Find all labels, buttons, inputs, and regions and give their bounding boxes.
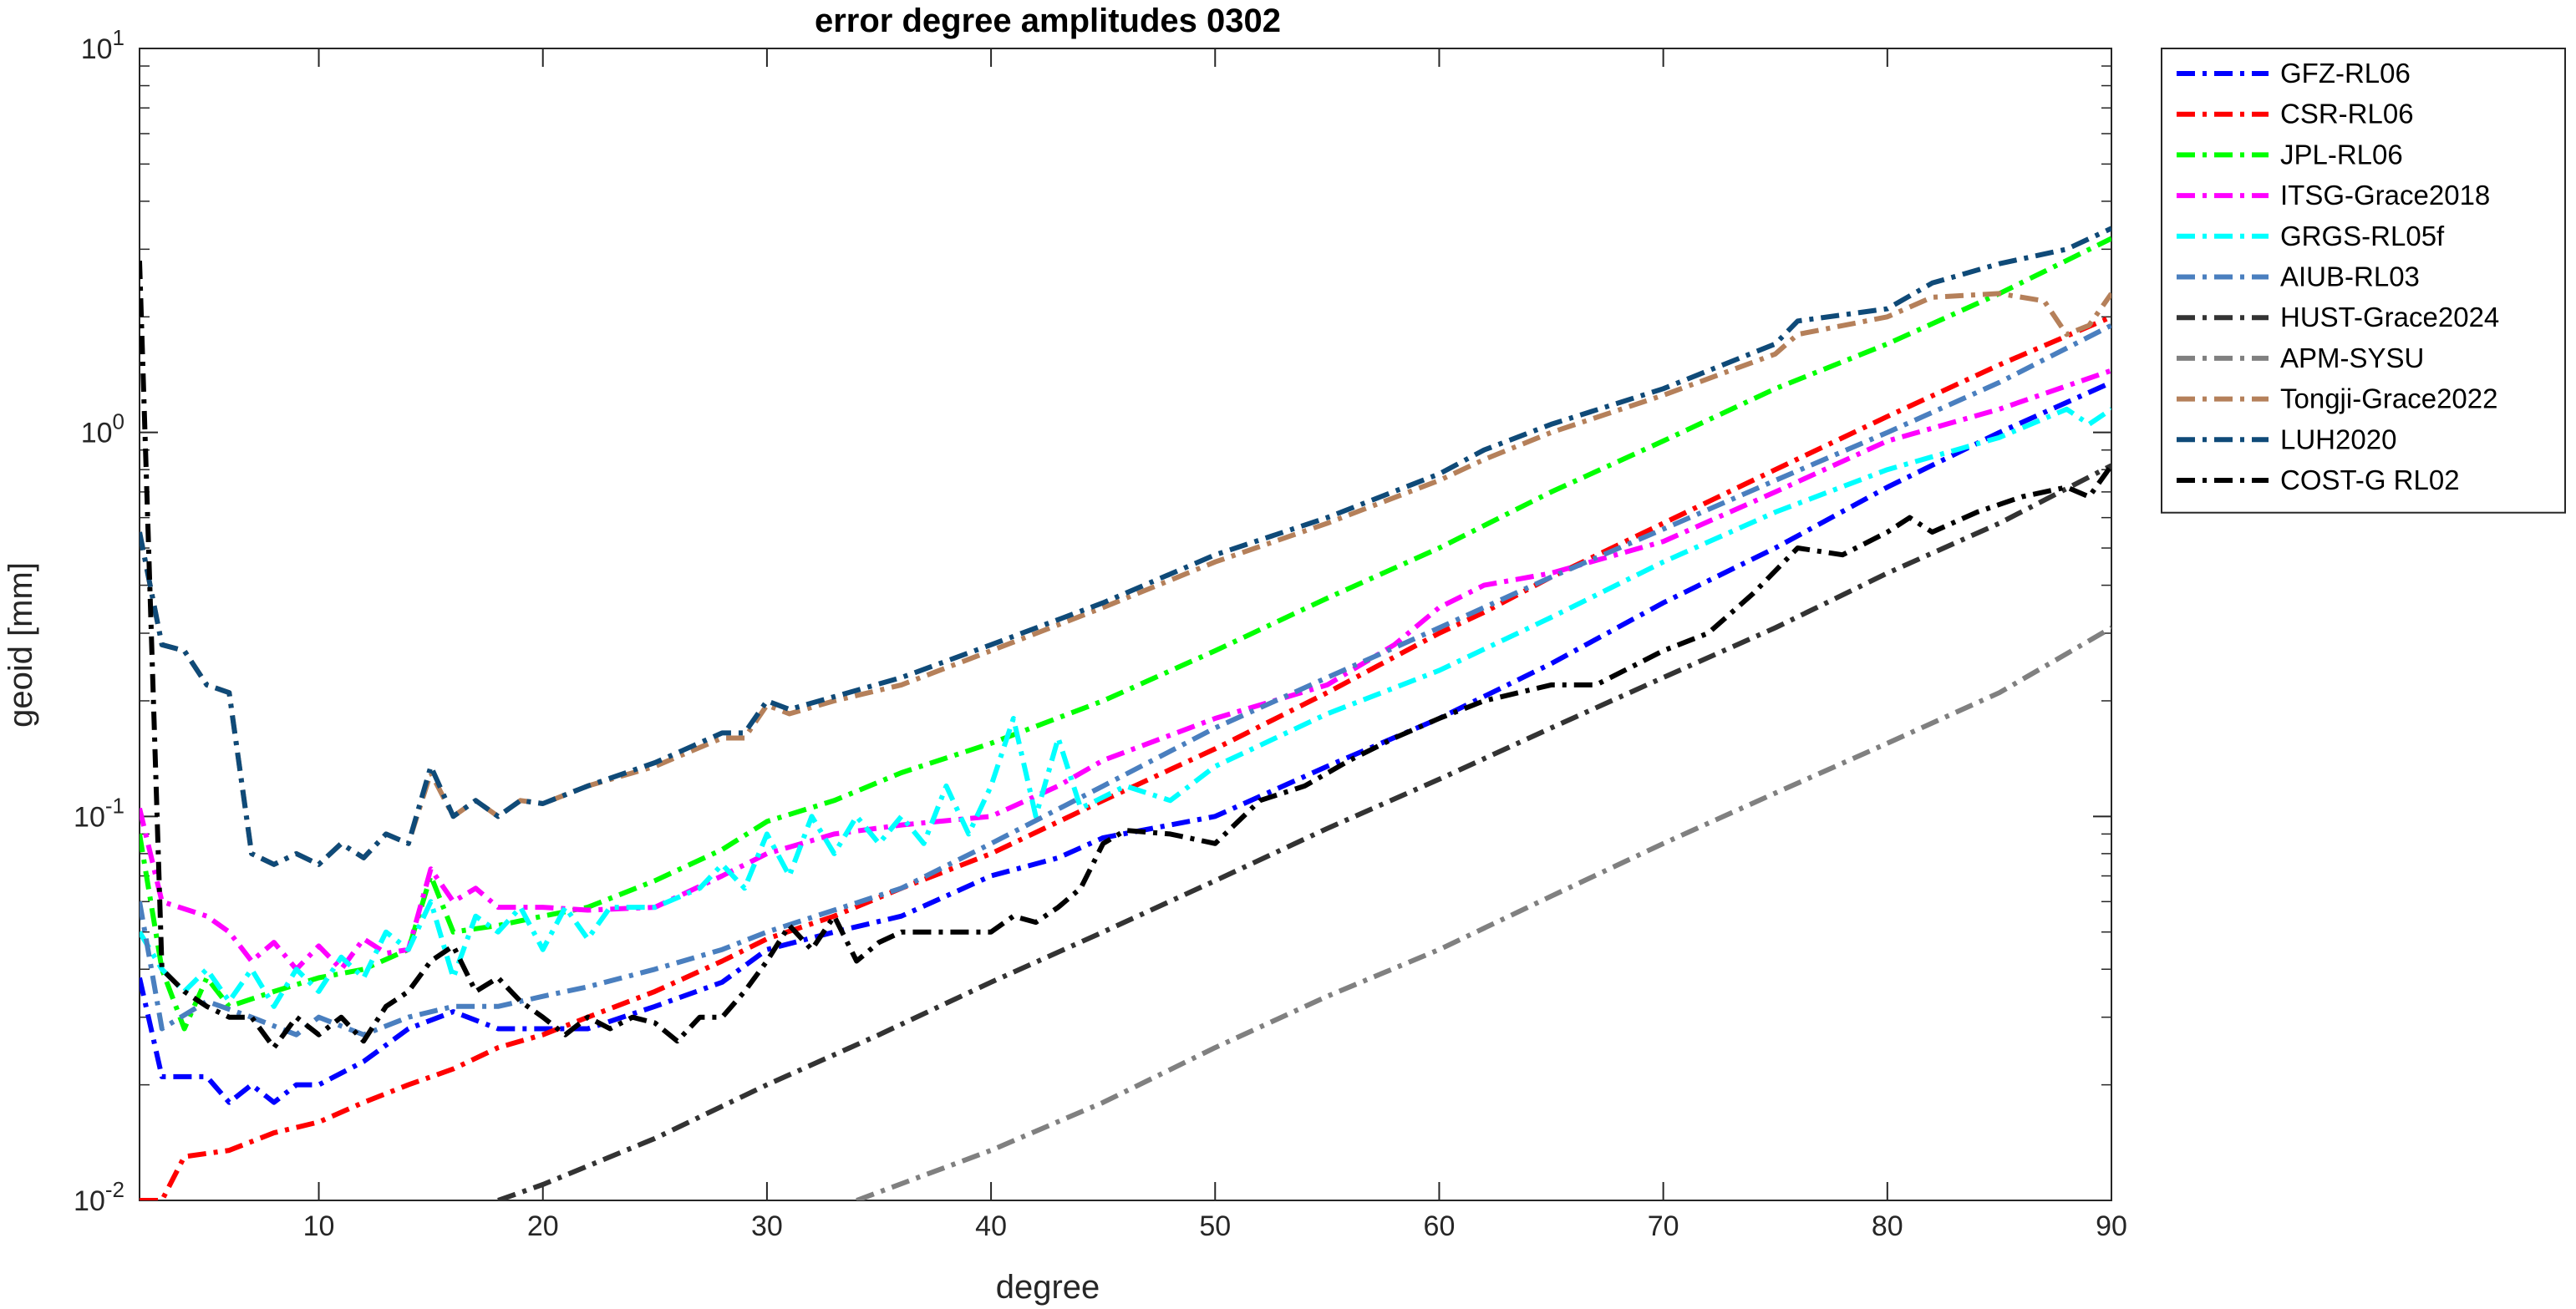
series-line-gfz-rl06 [140, 380, 2111, 1105]
x-tick-label: 10 [303, 1210, 335, 1242]
legend-entry-label: CSR-RL06 [2280, 99, 2414, 129]
legend-entry-label: ITSG-Grace2018 [2280, 180, 2490, 211]
legend-entry-label: COST-G RL02 [2280, 464, 2460, 495]
legend: GFZ-RL06 CSR-RL06 JPL-RL06 ITSG-Grace2018 GR… [2161, 48, 2566, 514]
series-line-csr-rl06 [140, 314, 2111, 1200]
x-tick-label: 70 [1648, 1210, 1679, 1242]
series-group [140, 226, 2111, 1200]
series-line-jpl-rl06 [140, 236, 2111, 1032]
x-tick-label: 50 [1199, 1210, 1231, 1242]
legend-entry-label: HUST-Grace2024 [2280, 302, 2499, 332]
y-tick-label: 101 [81, 25, 124, 65]
axes-box [139, 48, 2112, 1201]
legend-entry-label: GRGS-RL05f [2280, 221, 2445, 251]
plot-area: 10 20 30 40 50 60 70 80 90 10-2 10-1 100 101 [74, 25, 2127, 1242]
series-line-cost-g-rl02 [140, 261, 2111, 1051]
x-tick-label: 20 [527, 1210, 559, 1242]
y-tick-label: 10-1 [74, 793, 124, 833]
x-tick-label: 90 [2096, 1210, 2127, 1242]
y-tick-label: 100 [81, 409, 124, 449]
legend-entry-label: LUH2020 [2280, 424, 2396, 454]
legend-entry-label: Tongji-Grace2022 [2280, 383, 2498, 414]
chart-title: error degree amplitudes 0302 [815, 3, 1281, 39]
x-tick-label: 80 [1872, 1210, 1903, 1242]
legend-box [2161, 48, 2566, 514]
series-line-hust-grace2024 [497, 463, 2111, 1200]
x-tick-label: 40 [975, 1210, 1007, 1242]
x-tick-label: 60 [1424, 1210, 1456, 1242]
legend-entry-label: GFZ-RL06 [2280, 58, 2411, 89]
x-tick-label: 30 [751, 1210, 783, 1242]
series-line-luh2020 [140, 226, 2111, 867]
legend-entry-label: APM-SYSU [2280, 342, 2424, 373]
x-axis-label: degree [996, 1269, 1100, 1306]
y-tick-label: 10-2 [74, 1177, 124, 1217]
legend-entry-label: AIUB-RL03 [2280, 261, 2420, 292]
y-axis-label: geoid [mm] [3, 562, 39, 728]
legend-entry-label: JPL-RL06 [2280, 139, 2403, 170]
